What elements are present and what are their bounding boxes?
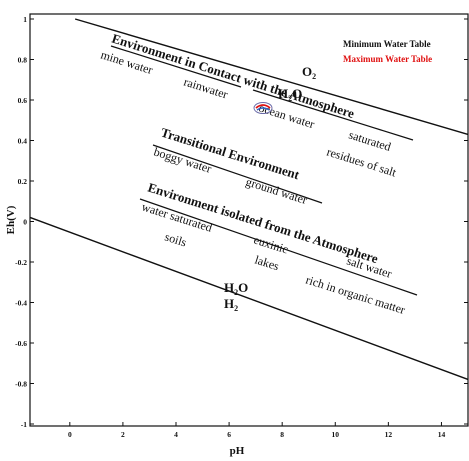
y-tick-label: 0 bbox=[23, 218, 27, 227]
y-tick-label: 0.6 bbox=[18, 96, 28, 105]
x-tick-label: 4 bbox=[174, 430, 178, 439]
plot-frame bbox=[29, 13, 469, 427]
highlight-circle bbox=[253, 102, 273, 114]
max-water-table-mark bbox=[255, 104, 271, 109]
y-tick-label: 0.4 bbox=[18, 137, 28, 146]
isolated-item-soils: soils bbox=[163, 230, 189, 250]
y-tick-label: 0.8 bbox=[18, 56, 28, 65]
y-tick-label: -0.6 bbox=[15, 339, 27, 348]
x-tick-label: 8 bbox=[280, 430, 284, 439]
o2-h2o-boundary-line bbox=[74, 18, 469, 136]
y-tick-label: 0.2 bbox=[18, 177, 28, 186]
legend: Minimum Water Table Maximum Water Table bbox=[343, 39, 432, 64]
h2-label: H2 bbox=[224, 296, 238, 313]
y-axis-label: Eh(V) bbox=[5, 205, 17, 234]
x-axis-label: pH bbox=[230, 445, 245, 457]
x-tick-label: 10 bbox=[332, 430, 340, 439]
x-tick-label: 0 bbox=[68, 430, 72, 439]
contact-heading-underline-2 bbox=[252, 89, 414, 141]
transitional-heading-underline bbox=[152, 144, 323, 204]
isolated-heading-underline bbox=[139, 198, 418, 296]
legend-max-water-table: Maximum Water Table bbox=[343, 54, 432, 64]
h2o-upper-label: H2O bbox=[278, 86, 302, 103]
h2o-lower-label: H2O bbox=[224, 280, 248, 297]
y-tick-label: 1 bbox=[23, 15, 27, 24]
y-tick-label: -1 bbox=[21, 420, 27, 429]
o2-label: O2 bbox=[302, 64, 316, 81]
y-tick-label: -0.2 bbox=[15, 258, 27, 267]
y-tick-label: -0.4 bbox=[15, 299, 27, 308]
x-tick-label: 6 bbox=[227, 430, 231, 439]
contact-heading-underline bbox=[110, 45, 242, 88]
h2o-h2-boundary-line bbox=[29, 216, 469, 381]
min-water-table-mark bbox=[256, 107, 270, 111]
y-tick-label: -0.8 bbox=[15, 380, 27, 389]
x-tick-label: 14 bbox=[438, 430, 446, 439]
legend-min-water-table: Minimum Water Table bbox=[343, 39, 431, 49]
x-tick-label: 2 bbox=[121, 430, 125, 439]
x-tick-label: 12 bbox=[385, 430, 393, 439]
